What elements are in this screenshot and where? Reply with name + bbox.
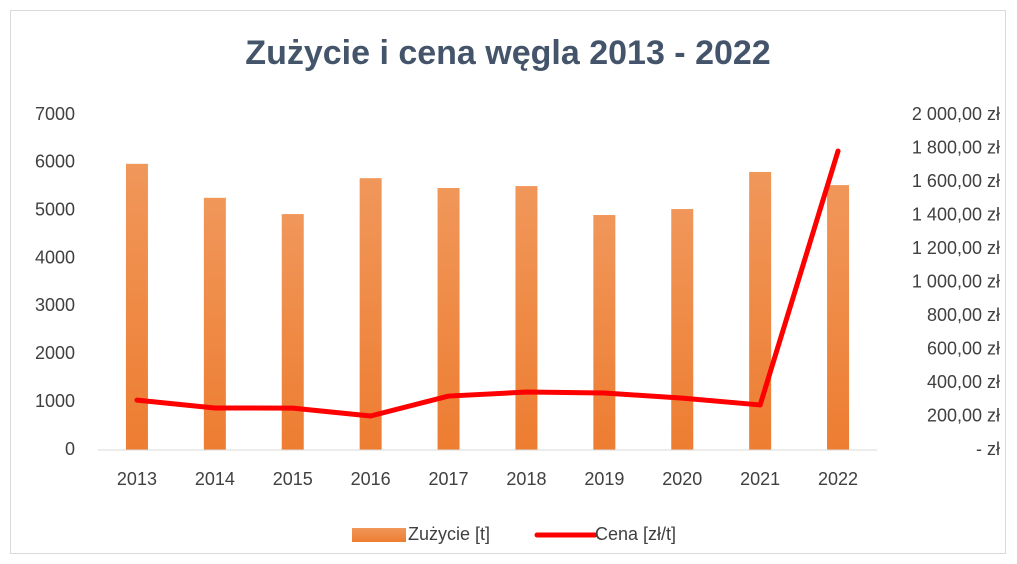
legend-swatch <box>352 528 406 542</box>
x-tick-label: 2014 <box>195 469 235 489</box>
x-tick-label: 2013 <box>117 469 157 489</box>
y2-tick-label: 1 600,00 zł <box>912 171 1000 191</box>
line <box>134 148 841 419</box>
bar <box>281 214 304 450</box>
y-tick-label: 2000 <box>35 343 75 363</box>
bar <box>827 185 850 450</box>
x-tick-label: 2018 <box>506 469 546 489</box>
legend-label: Zużycie [t] <box>408 524 490 544</box>
bar <box>359 178 382 450</box>
chart-title: Zużycie i cena węgla 2013 - 2022 <box>245 34 770 72</box>
x-tick-label: 2020 <box>662 469 702 489</box>
bar <box>671 209 694 450</box>
y2-tick-label: 1 400,00 zł <box>912 204 1000 224</box>
y2-tick-label: 2 000,00 zł <box>912 104 1000 124</box>
y-tick-label: 3000 <box>35 295 75 315</box>
y2-tick-label: 800,00 zł <box>927 305 1000 325</box>
y2-tick-label: - zł <box>976 439 1000 459</box>
y2-tick-label: 400,00 zł <box>927 372 1000 392</box>
y-tick-label: 1000 <box>35 391 75 411</box>
bar <box>593 215 616 450</box>
bar <box>125 163 148 451</box>
y-tick-label: 4000 <box>35 247 75 267</box>
y2-tick-label: 200,00 zł <box>927 405 1000 425</box>
x-tick-label: 2016 <box>351 469 391 489</box>
y-tick-label: 6000 <box>35 152 75 172</box>
x-tick-label: 2021 <box>740 469 780 489</box>
y-tick-label: 5000 <box>35 199 75 219</box>
y2-tick-label: 600,00 zł <box>927 338 1000 358</box>
y-tick-label: 0 <box>65 439 75 459</box>
x-tick-label: 2017 <box>429 469 469 489</box>
bar <box>749 171 772 450</box>
x-tick-label: 2015 <box>273 469 313 489</box>
bar <box>515 186 538 450</box>
legend-label: Cena [zł/t] <box>595 524 676 544</box>
bar <box>437 187 460 450</box>
y-tick-label: 7000 <box>35 104 75 124</box>
x-tick-label: 2022 <box>818 469 858 489</box>
y2-tick-label: 1 800,00 zł <box>912 137 1000 157</box>
bar <box>203 197 226 450</box>
y2-tick-label: 1 000,00 zł <box>912 271 1000 291</box>
y2-tick-label: 1 200,00 zł <box>912 238 1000 258</box>
x-tick-label: 2019 <box>584 469 624 489</box>
